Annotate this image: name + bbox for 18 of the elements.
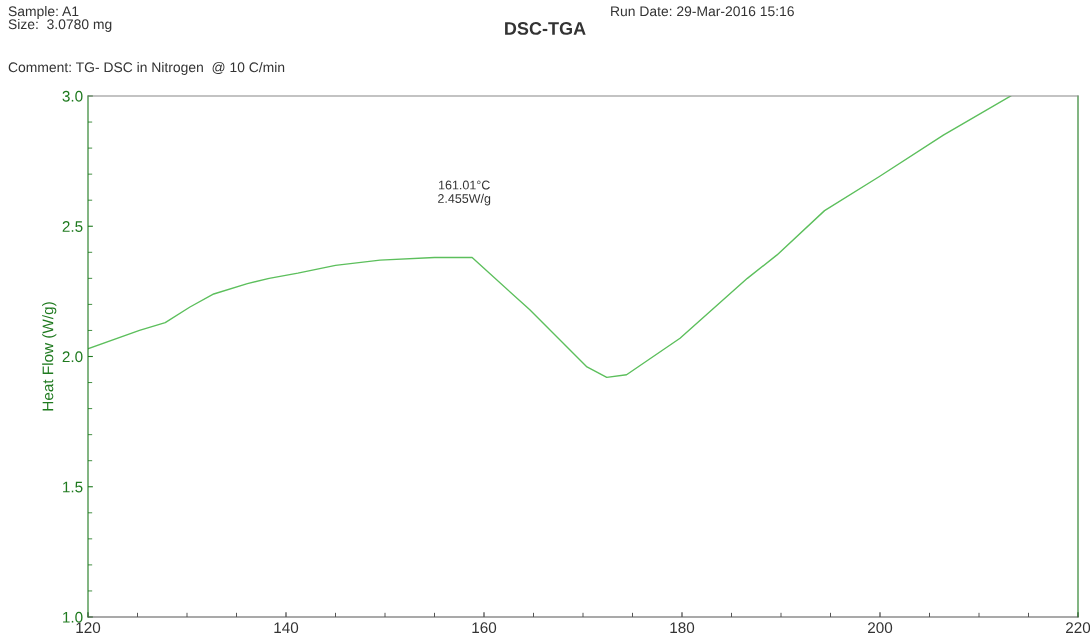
- y-tick-label: 2.0: [62, 351, 83, 363]
- annotation: 161.01°C 2.455W/g: [438, 180, 491, 206]
- y-tick-label: 3.0: [62, 90, 83, 102]
- text: Sample: A1 Size: 3.0780 mg: [8, 6, 112, 32]
- y-tick-label: 2.5: [62, 221, 83, 232]
- x-tick-label: 200: [868, 622, 893, 634]
- y-tick-label: 1.0: [63, 611, 83, 623]
- chart-title: DSC-TGA: [505, 22, 586, 35]
- x-tick-label: 160: [472, 622, 497, 634]
- text: Run Date: 29-Mar-2016 15:16: [611, 6, 794, 17]
- y-axis-title: Heat Flow (W/g): [42, 302, 57, 411]
- y-tick-label: 1.5: [63, 481, 83, 493]
- text: Comment: TG- DSC in Nitrogen @ 10 C/min: [8, 62, 285, 75]
- x-tick-label: 180: [670, 622, 695, 634]
- x-tick-label: 220: [1066, 622, 1090, 634]
- x-tick-label: 120: [76, 622, 101, 634]
- x-tick-label: 140: [274, 622, 299, 634]
- line-series: [88, 96, 1012, 379]
